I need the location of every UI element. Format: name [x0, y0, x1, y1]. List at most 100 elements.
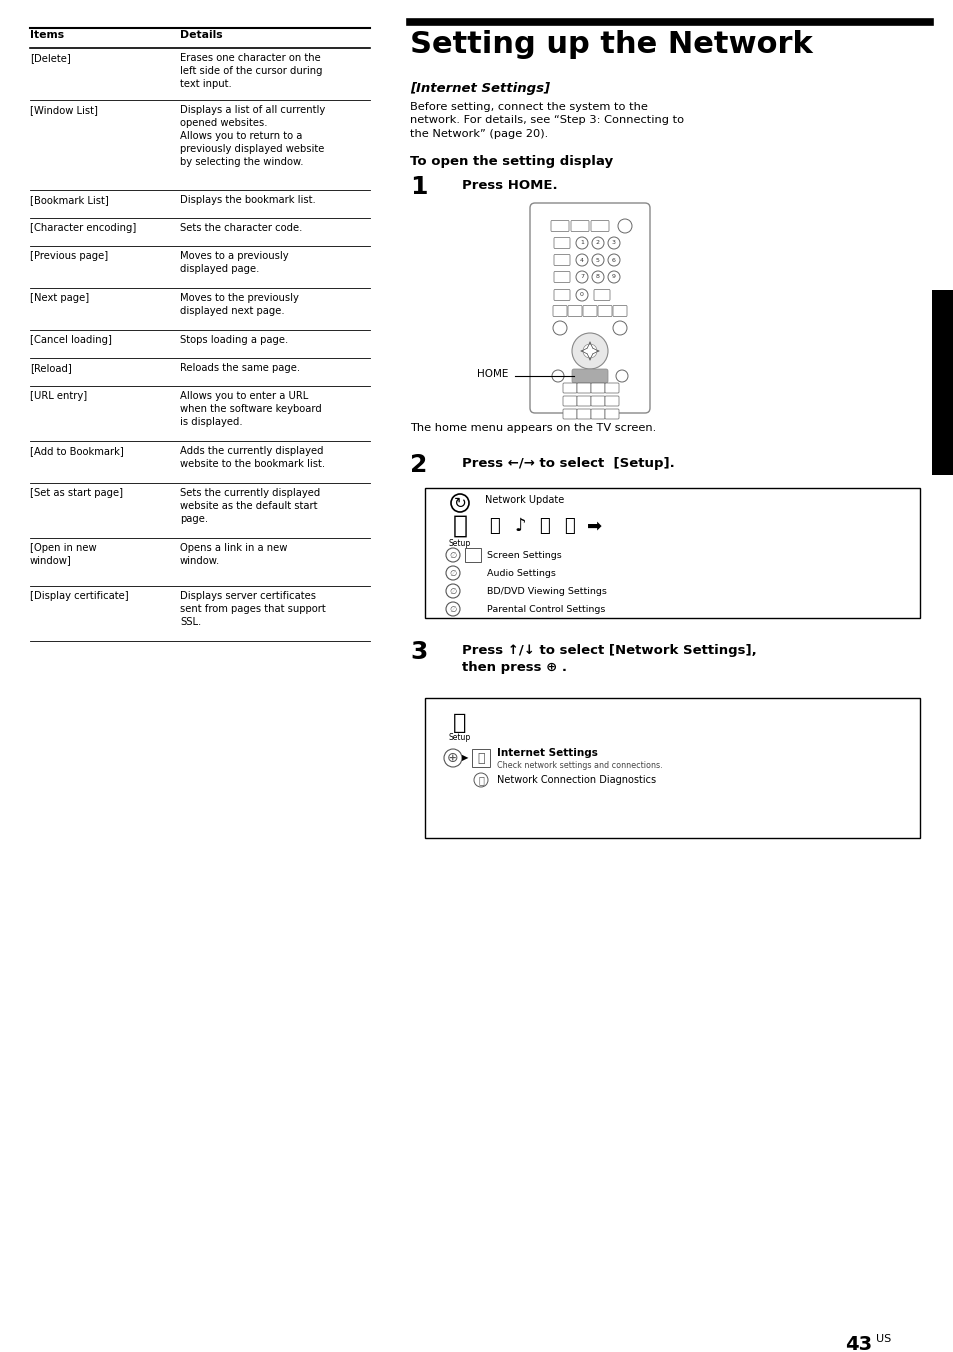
Circle shape — [576, 289, 587, 301]
Circle shape — [576, 254, 587, 266]
Text: 🔧: 🔧 — [476, 752, 484, 764]
Text: Sets the character code.: Sets the character code. — [180, 223, 302, 233]
Text: [Internet Settings]: [Internet Settings] — [410, 82, 550, 95]
Text: Details: Details — [180, 30, 222, 41]
Bar — [472, 749, 490, 767]
Text: Displays a list of all currently
opened websites.
Allows you to return to a
prev: Displays a list of all currently opened … — [180, 105, 325, 168]
Text: 2: 2 — [596, 241, 599, 246]
Circle shape — [607, 237, 619, 249]
Text: Network Connection Diagnostics: Network Connection Diagnostics — [497, 775, 656, 786]
Text: Setup: Setup — [449, 539, 471, 549]
Text: Sets the currently displayed
website as the default start
page.: Sets the currently displayed website as … — [180, 488, 320, 525]
Text: Reloads the same page.: Reloads the same page. — [180, 362, 300, 373]
Bar — [931, 289, 953, 475]
FancyBboxPatch shape — [598, 306, 612, 316]
Text: To open the setting display: To open the setting display — [410, 155, 613, 168]
FancyBboxPatch shape — [562, 410, 577, 419]
Text: Displays the bookmark list.: Displays the bookmark list. — [180, 195, 315, 206]
Circle shape — [446, 602, 459, 617]
FancyBboxPatch shape — [613, 306, 626, 316]
Circle shape — [616, 370, 627, 383]
FancyBboxPatch shape — [577, 383, 590, 393]
Bar — [424, 488, 919, 618]
Circle shape — [613, 320, 626, 335]
Circle shape — [576, 270, 587, 283]
Circle shape — [618, 219, 631, 233]
FancyBboxPatch shape — [554, 254, 569, 265]
Text: 5: 5 — [596, 257, 599, 262]
Text: [Add to Bookmark]: [Add to Bookmark] — [30, 446, 124, 456]
Text: 6: 6 — [612, 257, 616, 262]
FancyBboxPatch shape — [594, 289, 609, 300]
Text: 4: 4 — [579, 257, 583, 262]
FancyBboxPatch shape — [554, 272, 569, 283]
FancyBboxPatch shape — [562, 383, 577, 393]
Text: 🧳: 🧳 — [452, 514, 467, 538]
Text: Items: Items — [30, 30, 64, 41]
Text: ⊕: ⊕ — [447, 750, 458, 765]
Circle shape — [552, 370, 563, 383]
FancyBboxPatch shape — [571, 220, 588, 231]
FancyBboxPatch shape — [562, 396, 577, 406]
Text: Moves to a previously
displayed page.: Moves to a previously displayed page. — [180, 251, 289, 274]
Text: ∅: ∅ — [449, 568, 456, 577]
Text: 🔧: 🔧 — [477, 775, 483, 786]
FancyBboxPatch shape — [530, 203, 649, 412]
Text: ➡: ➡ — [587, 516, 602, 535]
Text: Press HOME.: Press HOME. — [461, 178, 558, 192]
FancyBboxPatch shape — [572, 369, 607, 383]
Text: [URL entry]: [URL entry] — [30, 391, 87, 402]
Circle shape — [446, 548, 459, 562]
Text: Setup: Setup — [449, 734, 471, 742]
Text: Audio Settings: Audio Settings — [486, 568, 556, 577]
FancyBboxPatch shape — [553, 306, 566, 316]
Text: Other Operations: Other Operations — [936, 331, 948, 434]
Text: [Next page]: [Next page] — [30, 293, 89, 303]
Text: 8: 8 — [596, 274, 599, 280]
Circle shape — [607, 270, 619, 283]
Text: ∅: ∅ — [449, 550, 456, 560]
Text: Adds the currently displayed
website to the bookmark list.: Adds the currently displayed website to … — [180, 446, 325, 469]
Text: Check network settings and connections.: Check network settings and connections. — [497, 760, 662, 769]
Text: [Previous page]: [Previous page] — [30, 251, 108, 261]
Text: Screen Settings: Screen Settings — [486, 550, 561, 560]
FancyBboxPatch shape — [604, 383, 618, 393]
FancyBboxPatch shape — [604, 410, 618, 419]
Text: 2: 2 — [410, 453, 427, 477]
Text: 📻: 📻 — [539, 516, 550, 535]
Text: US: US — [875, 1334, 890, 1344]
Circle shape — [446, 566, 459, 580]
FancyBboxPatch shape — [577, 396, 590, 406]
Text: 1: 1 — [579, 241, 583, 246]
Circle shape — [582, 343, 597, 358]
Text: ▶: ▶ — [461, 753, 468, 763]
Text: Displays server certificates
sent from pages that support
SSL.: Displays server certificates sent from p… — [180, 591, 325, 627]
Circle shape — [443, 749, 461, 767]
Text: 43: 43 — [844, 1334, 871, 1352]
FancyBboxPatch shape — [577, 410, 590, 419]
Text: ∅: ∅ — [449, 587, 456, 595]
Text: Parental Control Settings: Parental Control Settings — [486, 604, 605, 614]
Text: Stops loading a page.: Stops loading a page. — [180, 335, 288, 345]
Circle shape — [607, 254, 619, 266]
Circle shape — [446, 584, 459, 598]
Text: Opens a link in a new
window.: Opens a link in a new window. — [180, 544, 287, 566]
Text: 📷: 📷 — [489, 516, 500, 535]
Text: Internet Settings: Internet Settings — [497, 748, 598, 758]
Text: BD/DVD Viewing Settings: BD/DVD Viewing Settings — [486, 587, 606, 595]
Bar — [464, 548, 480, 562]
Text: 0: 0 — [579, 292, 583, 297]
Text: 3: 3 — [612, 241, 616, 246]
Text: [Character encoding]: [Character encoding] — [30, 223, 136, 233]
Circle shape — [576, 237, 587, 249]
Text: [Bookmark List]: [Bookmark List] — [30, 195, 109, 206]
Circle shape — [572, 333, 607, 369]
Text: The home menu appears on the TV screen.: The home menu appears on the TV screen. — [410, 423, 656, 433]
Text: ∅: ∅ — [449, 604, 456, 614]
FancyBboxPatch shape — [551, 220, 568, 231]
Circle shape — [474, 773, 488, 787]
Circle shape — [592, 270, 603, 283]
Text: 🧳: 🧳 — [453, 713, 466, 733]
FancyBboxPatch shape — [554, 289, 569, 300]
Text: Network Update: Network Update — [484, 495, 563, 506]
